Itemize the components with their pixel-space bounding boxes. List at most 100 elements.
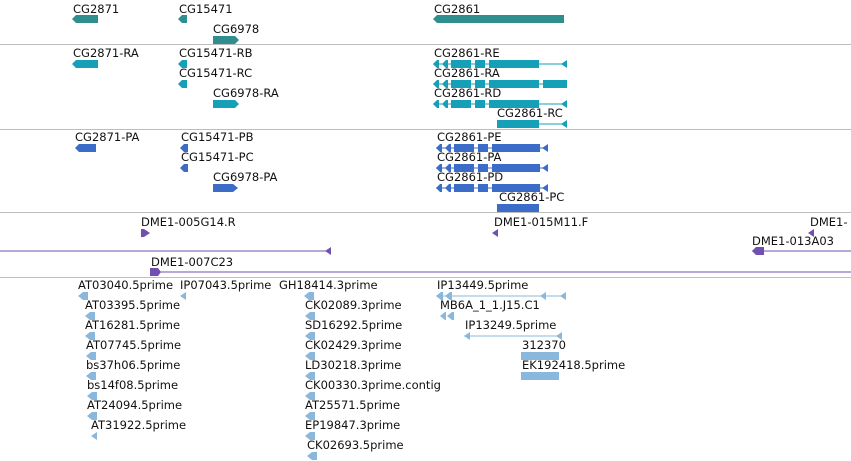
est-label[interactable]: EP19847.3prime (305, 418, 401, 432)
est-glyph[interactable] (86, 372, 100, 380)
est-glyph[interactable] (307, 452, 321, 460)
gene-label[interactable]: CG2861 (434, 2, 481, 16)
gene-label[interactable]: CG2871 (73, 2, 120, 16)
est-glyph[interactable] (305, 352, 319, 360)
transcript-label[interactable]: CG2861-RD (434, 86, 502, 100)
transcript-glyph[interactable] (433, 100, 569, 108)
protein-glyph[interactable] (180, 164, 190, 172)
est-glyph[interactable] (304, 292, 318, 300)
est-label[interactable]: CK00330.3prime.contig (305, 378, 441, 392)
est-label[interactable]: AT03395.5prime (85, 298, 181, 312)
protein-label[interactable]: CG2861-PC (499, 190, 565, 204)
gene-label[interactable]: CG6978 (213, 22, 260, 36)
transcript-label[interactable]: CG2861-RC (497, 106, 563, 120)
protein-glyph[interactable] (75, 144, 99, 152)
clone-span[interactable] (752, 247, 851, 255)
protein-glyph[interactable] (180, 144, 190, 152)
est-glyph[interactable] (305, 392, 319, 400)
est-glyph[interactable] (305, 332, 319, 340)
track-divider (0, 212, 851, 213)
protein-label[interactable]: CG15471-PB (181, 130, 254, 144)
est-glyph[interactable] (436, 292, 570, 300)
transcript-glyph[interactable] (497, 120, 569, 128)
est-label[interactable]: EK192418.5prime (522, 358, 626, 372)
est-label[interactable]: IP13449.5prime (437, 278, 529, 292)
gene-glyph[interactable] (72, 15, 102, 23)
est-label[interactable]: AT24094.5prime (87, 398, 183, 412)
clone-track: DME1-005G14.R DME1-015M11.F DME1- DME1-0… (0, 213, 851, 277)
est-label[interactable]: IP13249.5prime (465, 318, 557, 332)
est-label[interactable]: bs37h06.5prime (86, 358, 181, 372)
est-label[interactable]: AT07745.5prime (86, 338, 182, 352)
est-label[interactable]: 312370 (522, 338, 566, 352)
est-label[interactable]: MB6A_1_1.J15.C1 (440, 298, 540, 312)
est-label[interactable]: GH18414.3prime (279, 278, 378, 292)
transcript-glyph[interactable] (178, 60, 190, 68)
est-label[interactable]: SD16292.5prime (305, 318, 403, 332)
clone-glyph[interactable] (808, 229, 816, 237)
gene-glyph[interactable] (433, 15, 567, 23)
est-glyph[interactable] (305, 432, 319, 440)
est-label[interactable]: LD30218.3prime (305, 358, 402, 372)
est-glyph[interactable] (521, 352, 561, 360)
transcript-label[interactable]: CG2861-RA (434, 66, 500, 80)
clone-label[interactable]: DME1-013A03 (752, 234, 834, 248)
clone-label[interactable]: DME1-015M11.F (494, 215, 589, 229)
est-label[interactable]: AT25571.5prime (305, 398, 401, 412)
est-glyph[interactable] (86, 352, 100, 360)
clone-glyph[interactable] (141, 229, 151, 237)
protein-label[interactable]: CG6978-PA (213, 170, 278, 184)
est-glyph[interactable] (440, 312, 458, 320)
est-glyph[interactable] (85, 312, 99, 320)
transcript-label[interactable]: CG2861-RE (434, 46, 500, 60)
clone-label[interactable]: DME1-007C23 (151, 255, 234, 269)
est-glyph[interactable] (85, 332, 99, 340)
est-glyph[interactable] (180, 292, 188, 300)
protein-label[interactable]: CG2871-PA (75, 130, 140, 144)
transcript-label[interactable]: CG15471-RB (179, 46, 253, 60)
est-glyph[interactable] (305, 412, 319, 420)
est-glyph[interactable] (91, 432, 99, 440)
transcript-glyph[interactable] (433, 60, 569, 68)
est-glyph[interactable] (521, 372, 561, 380)
transcript-label[interactable]: CG15471-RC (179, 66, 253, 80)
est-glyph[interactable] (87, 412, 101, 420)
transcript-label[interactable]: CG6978-RA (213, 86, 279, 100)
gene-label[interactable]: CG15471 (179, 2, 233, 16)
protein-label[interactable]: CG2861-PA (437, 150, 502, 164)
transcript-label[interactable]: CG2871-RA (73, 46, 139, 60)
est-label[interactable]: AT03040.5prime (78, 278, 174, 292)
protein-glyph[interactable] (436, 144, 552, 152)
est-glyph[interactable] (78, 292, 92, 300)
protein-glyph[interactable] (213, 184, 241, 192)
est-glyph[interactable] (464, 332, 566, 340)
transcript-glyph[interactable] (213, 100, 241, 108)
protein-glyph[interactable] (436, 184, 552, 192)
est-label[interactable]: CK02089.3prime (305, 298, 402, 312)
gene-glyph[interactable] (213, 36, 241, 44)
protein-label[interactable]: CG2861-PD (437, 170, 504, 184)
clone-glyph[interactable] (492, 229, 500, 237)
clone-span[interactable] (0, 247, 334, 255)
clone-label[interactable]: DME1- (810, 215, 848, 229)
est-label[interactable]: IP07043.5prime (180, 278, 272, 292)
est-glyph[interactable] (305, 312, 319, 320)
est-glyph[interactable] (87, 392, 101, 400)
est-label[interactable]: AT16281.5prime (85, 318, 181, 332)
transcript-glyph[interactable] (72, 60, 102, 68)
transcript-glyph[interactable] (178, 80, 190, 88)
gene-glyph[interactable] (178, 15, 190, 23)
transcript-glyph[interactable] (433, 80, 569, 88)
est-label[interactable]: AT31922.5prime (91, 418, 187, 432)
est-track: AT03040.5prime IP07043.5prime GH18414.3p… (0, 278, 851, 461)
est-label[interactable]: bs14f08.5prime (87, 378, 179, 392)
est-label[interactable]: CK02693.5prime (307, 438, 404, 452)
protein-label[interactable]: CG2861-PE (437, 130, 502, 144)
est-label[interactable]: CK02429.3prime (305, 338, 402, 352)
protein-label[interactable]: CG15471-PC (181, 150, 254, 164)
protein-glyph[interactable] (497, 204, 541, 212)
est-glyph[interactable] (305, 372, 319, 380)
clone-label[interactable]: DME1-005G14.R (141, 215, 236, 229)
protein-glyph[interactable] (436, 164, 552, 172)
clone-span[interactable] (150, 268, 851, 276)
